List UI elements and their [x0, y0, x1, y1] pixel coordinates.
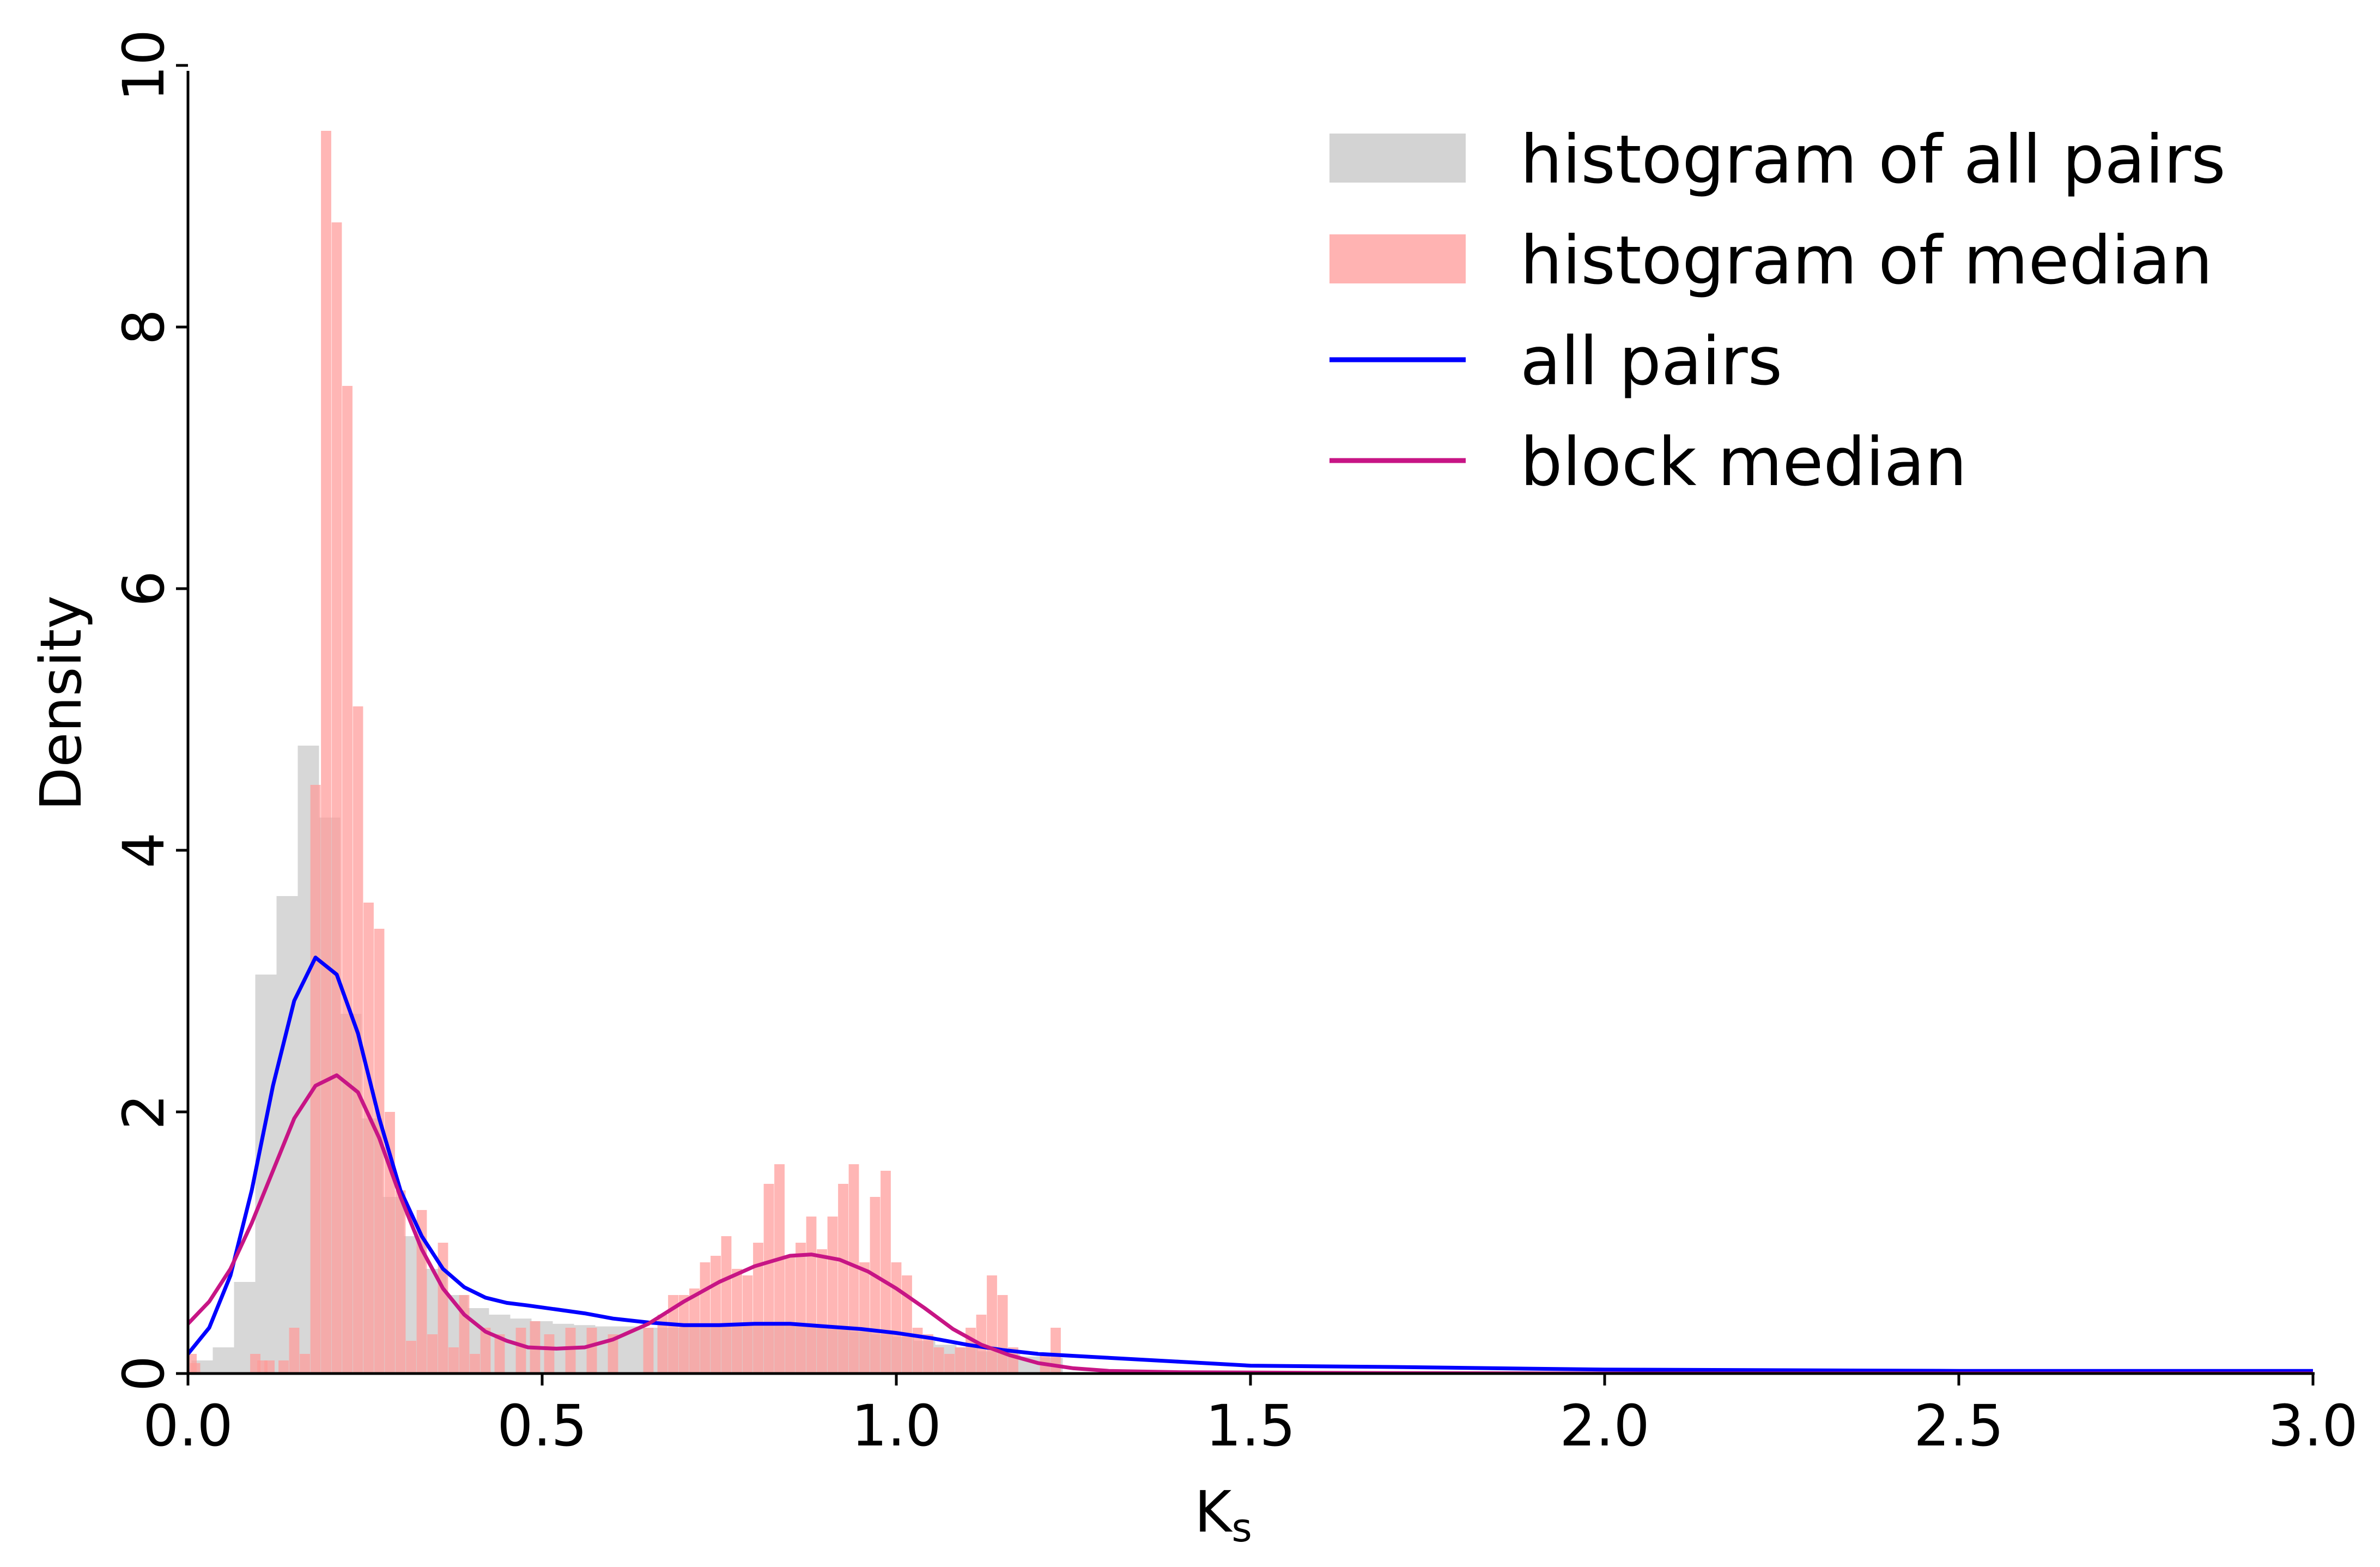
- hist-bar-median-11: [342, 386, 353, 1374]
- hist-bar-median-33: [657, 1315, 668, 1374]
- hist-bar-median-47: [806, 1217, 817, 1374]
- hist-bar-median-61: [955, 1347, 966, 1374]
- hist-bar-median-57: [912, 1328, 923, 1374]
- hist-bar-median-30: [586, 1328, 597, 1374]
- hist-bar-median-52: [859, 1262, 870, 1374]
- x-tick-label: 2.5: [1914, 1393, 2003, 1459]
- hist-bar-median-19: [427, 1334, 438, 1374]
- hist-bar-median-54: [881, 1171, 891, 1374]
- hist-bar-median-37: [700, 1262, 711, 1374]
- y-ticks: 0 2 4 6 8 10: [111, 29, 188, 1391]
- hist-bar-median-68: [1051, 1328, 1061, 1374]
- hist-bar-median-45: [785, 1256, 796, 1374]
- hist-bar-median-60: [944, 1354, 955, 1374]
- hist-bar-median-39: [721, 1236, 732, 1374]
- hist-bar-median-50: [838, 1184, 848, 1374]
- hist-bar-median-51: [848, 1164, 859, 1374]
- legend-swatch-hist-median: [1329, 234, 1466, 283]
- hist-bar-median-7: [300, 1354, 310, 1374]
- hist-bar-median-14: [374, 929, 385, 1374]
- kde-lines: [188, 955, 2313, 1374]
- x-tick-label: 0.0: [143, 1393, 233, 1459]
- legend-label-all-pairs: all pairs: [1520, 323, 1782, 400]
- hist-bar-median-35: [678, 1295, 689, 1374]
- y-tick-label: 4: [111, 832, 177, 868]
- legend-label-hist-median: histogram of median: [1520, 222, 2213, 299]
- hist-bar-median-21: [448, 1347, 459, 1374]
- hist-bar-median-44: [774, 1164, 785, 1374]
- x-axis-title-main: K: [1194, 1479, 1233, 1545]
- hist-bar-median-29: [565, 1328, 576, 1374]
- histogram-median: [188, 131, 1061, 1374]
- y-tick-label: 8: [111, 309, 177, 345]
- hist-bar-median-22: [459, 1295, 470, 1374]
- hist-bar-median-4: [264, 1360, 275, 1374]
- legend: histogram of all pairs histogram of medi…: [1329, 121, 2226, 501]
- x-tick-label: 2.0: [1559, 1393, 1649, 1459]
- y-tick-label: 0: [111, 1356, 177, 1391]
- x-axis-title-subscript: s: [1231, 1505, 1252, 1551]
- hist-bar-median-20: [438, 1243, 448, 1374]
- hist-bar-median-28: [544, 1334, 555, 1374]
- hist-bar-median-10: [331, 222, 342, 1374]
- hist-bar-median-65: [997, 1295, 1008, 1374]
- hist-bar-median-8: [310, 785, 321, 1374]
- y-tick-label: 2: [111, 1094, 177, 1130]
- hist-bar-median-5: [278, 1360, 289, 1374]
- hist-bar-median-55: [891, 1262, 902, 1374]
- hist-bar-median-42: [753, 1243, 763, 1374]
- hist-bar-all-1: [212, 1347, 234, 1374]
- hist-bar-median-43: [763, 1184, 774, 1374]
- x-axis-title: Ks: [1194, 1479, 1252, 1551]
- legend-label-block-median: block median: [1520, 423, 1967, 501]
- hist-bar-median-56: [902, 1275, 912, 1374]
- hist-bar-median-48: [817, 1249, 827, 1374]
- x-ticks: 0.0 0.5 1.0 1.5 2.0 2.5 3.0: [143, 1374, 2358, 1459]
- y-tick-label: 10: [111, 29, 177, 101]
- hist-bar-median-1: [190, 1363, 201, 1374]
- hist-bar-median-13: [363, 903, 374, 1374]
- legend-swatch-hist-all: [1329, 134, 1466, 183]
- hist-bar-median-23: [470, 1354, 480, 1374]
- hist-bar-median-34: [668, 1295, 678, 1374]
- hist-bar-median-36: [689, 1288, 700, 1374]
- legend-label-hist-all: histogram of all pairs: [1520, 121, 2226, 198]
- hist-bar-median-16: [395, 1190, 406, 1374]
- x-tick-label: 1.0: [851, 1393, 941, 1459]
- hist-bar-median-9: [321, 131, 331, 1374]
- hist-bar-median-53: [870, 1197, 881, 1374]
- x-tick-label: 3.0: [2268, 1393, 2358, 1459]
- hist-bar-median-31: [608, 1334, 618, 1374]
- hist-bar-median-58: [923, 1334, 933, 1374]
- line-block-median: [188, 1073, 2313, 1374]
- hist-bar-median-62: [966, 1328, 976, 1374]
- hist-bar-median-32: [643, 1328, 654, 1374]
- hist-bar-median-6: [289, 1328, 300, 1374]
- hist-bar-median-26: [515, 1328, 526, 1374]
- hist-bar-median-17: [406, 1341, 416, 1374]
- hist-bar-median-64: [987, 1275, 997, 1374]
- x-tick-label: 0.5: [497, 1393, 587, 1459]
- hist-bar-median-49: [827, 1217, 838, 1374]
- x-tick-label: 1.5: [1205, 1393, 1295, 1459]
- y-axis-title: Density: [28, 595, 94, 810]
- hist-bar-median-46: [796, 1243, 806, 1374]
- line-all-pairs: [188, 955, 2313, 1373]
- hist-bar-median-24: [480, 1328, 491, 1374]
- y-tick-label: 6: [111, 571, 177, 607]
- hist-bar-median-25: [494, 1334, 505, 1374]
- hist-bar-median-59: [933, 1347, 944, 1374]
- hist-bar-median-40: [732, 1269, 742, 1374]
- hist-bar-median-38: [711, 1256, 721, 1374]
